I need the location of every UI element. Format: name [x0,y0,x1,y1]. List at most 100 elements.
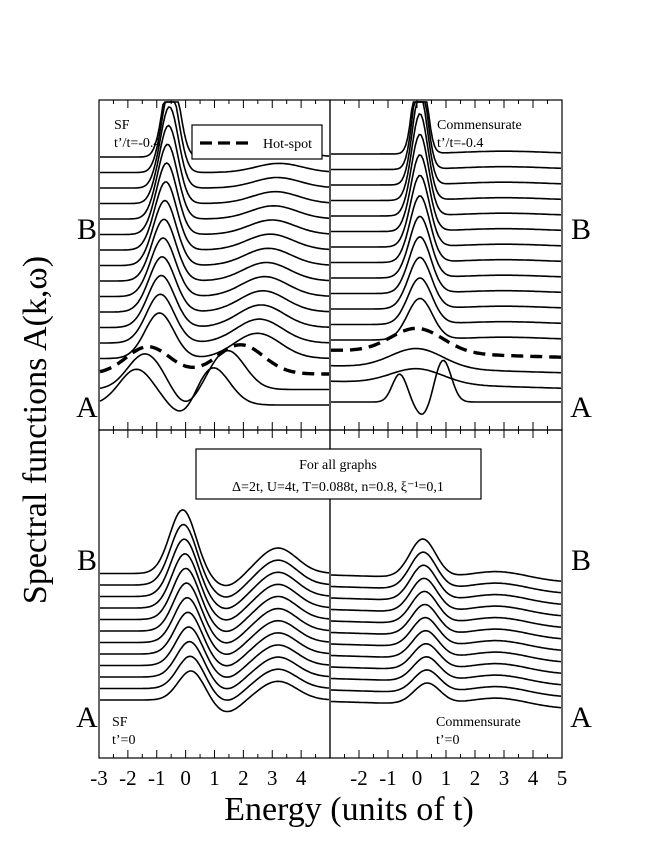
panels-group: -3 -2 -1 0 1 2 3 4 -2 -1 0 1 2 3 4 5 [90,99,568,790]
legend-label: Hot-spot [263,137,312,152]
series-line [330,590,562,628]
series-line [99,367,329,412]
series-line [100,101,330,174]
x-tick-label: 5 [557,766,568,790]
series-line [331,101,562,171]
series-line [331,277,562,326]
series-line [99,349,329,403]
series-line [331,256,562,310]
series-line [100,181,330,251]
series-line [331,215,562,279]
legend: Hot-spot [191,124,323,160]
series-line [331,174,562,248]
series-line [100,655,330,701]
series-line [331,113,562,202]
info-box: For all graphs Δ=2t, U=4t, T=0.088t, n=0… [195,448,482,500]
x-tick-label: -1 [379,766,397,790]
row-label-bottom-right-2: A [570,701,592,734]
row-label-bottom-right: A [570,391,592,424]
series-line [100,256,329,313]
series-line [100,538,330,610]
x-tick-label: -1 [148,766,166,790]
x-tick-label: -3 [90,766,108,790]
x-tick-label: 4 [528,766,539,790]
series-line [100,143,330,220]
series-line [331,359,561,416]
series-line [100,124,330,205]
x-tick-label: 2 [470,766,481,790]
legend-box [191,124,323,160]
series-line [330,655,562,686]
series-line [331,195,562,264]
series-line [330,538,562,582]
series-line [330,564,562,605]
x-tick-label: 3 [499,766,510,790]
x-tick-label: 0 [180,766,191,790]
series-line [100,106,330,189]
row-label-bottom-left: A [76,391,98,424]
x-tick-label: 3 [267,766,278,790]
series-line [331,133,562,217]
series-line [331,154,562,233]
series-line [100,523,330,598]
series-line [331,297,562,341]
series-line [331,236,562,295]
series-line [100,237,330,298]
row-label-top-right: B [571,213,591,246]
series-line [330,551,562,594]
series-line [330,629,562,663]
x-axis-label: Energy (units of t) [224,791,474,828]
series-line [100,553,330,621]
series-line-hot-spot [99,343,329,376]
x-tick-label: -2 [350,766,368,790]
row-label-top-right-2: B [571,544,591,577]
info-box-line-1: For all graphs [299,458,377,473]
series-line [331,101,562,155]
y-axis-label: Spectral functions A(k,ω) [17,256,54,604]
row-label-top-left-2: B [77,544,97,577]
series-line [330,669,562,697]
annotation-top-left-2: t’/t=-0.4 [114,136,160,151]
series-line [100,596,330,655]
x-tick-label: 1 [441,766,452,790]
series-line-hot-spot [331,326,561,359]
info-box-line-2: Δ=2t, U=4t, T=0.088t, n=0.8, ξ⁻¹=0,1 [232,480,444,495]
series-line [330,577,562,617]
series-line [100,626,330,678]
info-box-frame [195,448,482,500]
annotation-top-right-2: t’/t=-0.4 [437,136,483,151]
series-line [100,162,330,236]
series-line [331,347,561,374]
x-tick-label: 4 [296,766,307,790]
annotation-bottom-left-1: SF [112,715,128,730]
series-line [330,603,562,640]
series-line [100,218,330,282]
x-tick-label: 2 [238,766,249,790]
row-label-bottom-left-2: A [76,701,98,734]
series-line [100,199,330,267]
series-line [330,367,561,389]
annotation-top-left-1: SF [114,118,130,133]
x-tick-label: 0 [412,766,423,790]
series-line [330,643,562,674]
x-tick-label: 1 [209,766,220,790]
series-line [100,312,330,360]
annotation-bottom-left-2: t’=0 [112,733,135,748]
series-line [100,274,330,329]
panel-top-left [98,99,331,431]
series-line [100,640,330,690]
x-tick-label: -2 [119,766,137,790]
panel-bottom-right: -2 -1 0 1 2 3 4 5 [329,429,568,790]
series-line [100,567,330,633]
series-line [100,509,330,587]
series-line [100,611,330,667]
series-line [330,682,562,709]
series-line [100,670,330,713]
panel-top-right [329,99,563,431]
series-line [331,101,562,186]
series-line [330,616,562,651]
series-line [100,293,329,344]
annotation-bottom-right-2: t’=0 [436,733,459,748]
annotation-top-right-1: Commensurate [437,118,522,133]
